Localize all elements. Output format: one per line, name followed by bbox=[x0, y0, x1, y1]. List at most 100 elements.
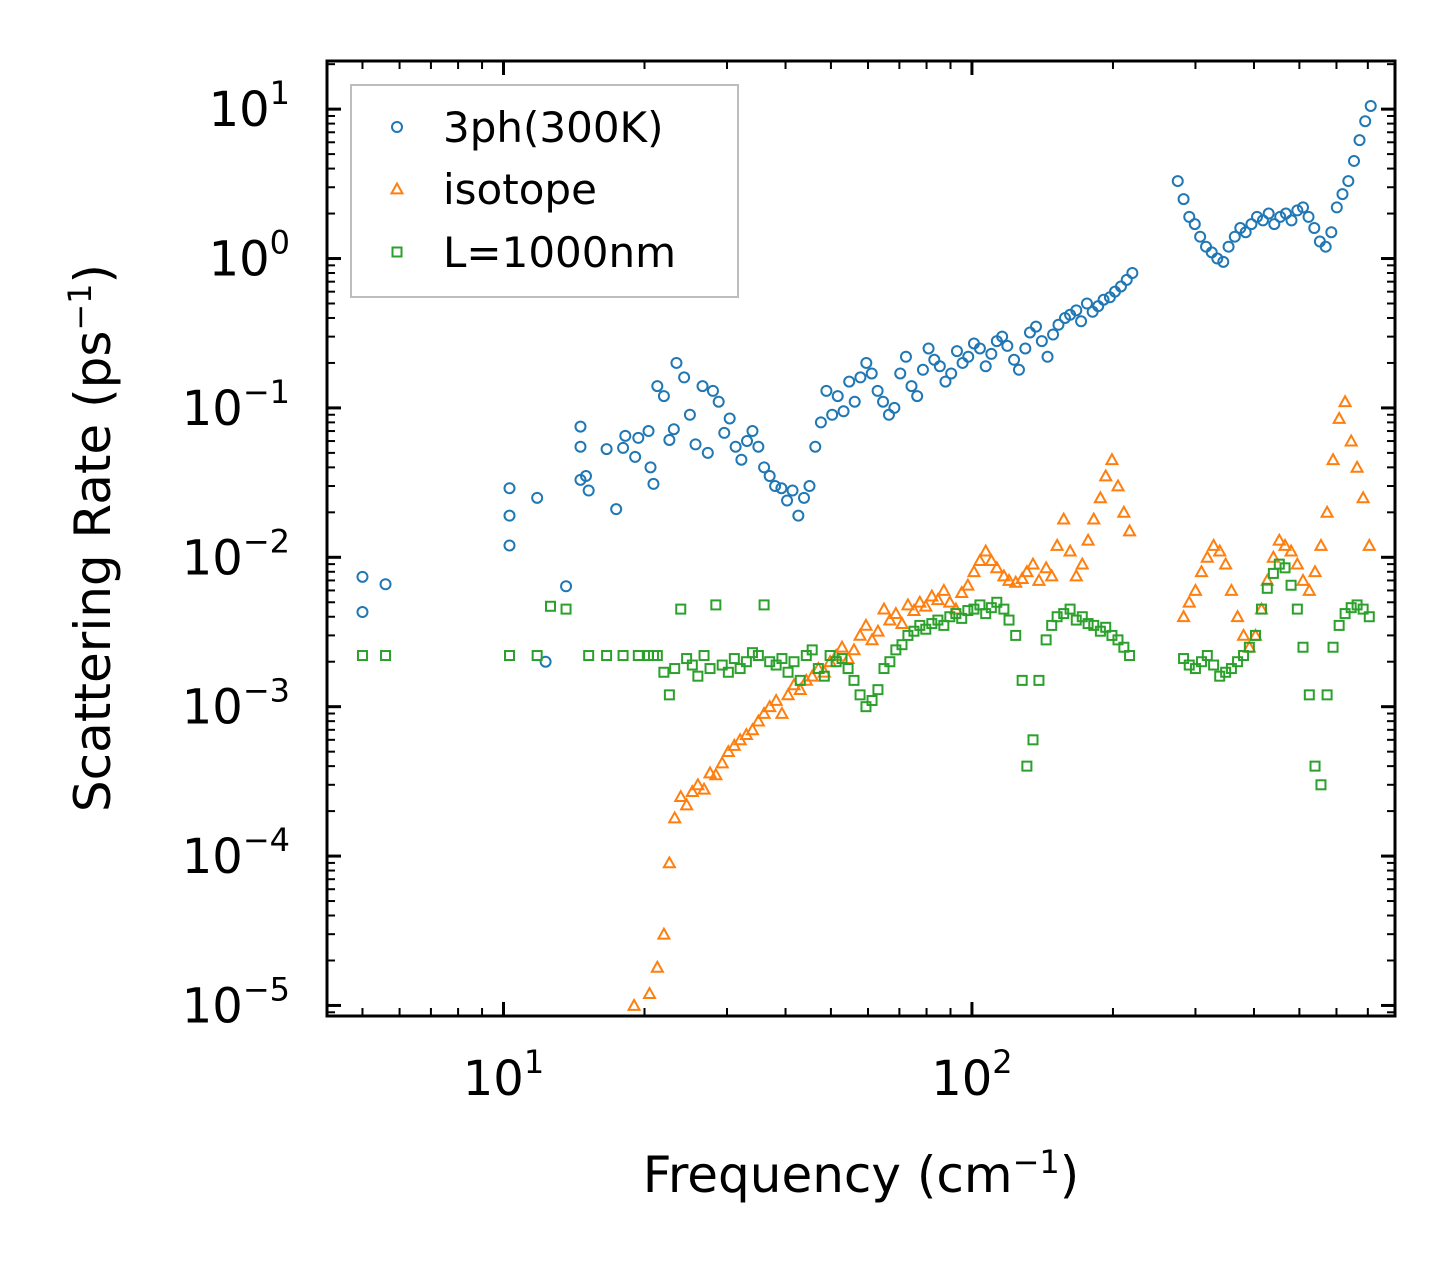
data-point bbox=[1251, 210, 1264, 223]
data-point bbox=[1033, 674, 1045, 686]
data-point bbox=[610, 503, 623, 516]
data-point bbox=[1250, 629, 1262, 641]
data-point bbox=[1188, 582, 1203, 596]
data-point bbox=[678, 371, 691, 384]
y-tick-label: 10−5 bbox=[182, 970, 290, 1034]
data-point bbox=[601, 650, 613, 662]
data-point bbox=[1321, 689, 1333, 701]
data-point bbox=[1200, 549, 1215, 563]
data-point bbox=[503, 539, 516, 552]
data-point bbox=[820, 384, 833, 397]
data-point bbox=[531, 650, 543, 662]
data-point bbox=[741, 435, 754, 448]
data-point bbox=[758, 461, 771, 474]
data-point bbox=[667, 423, 680, 436]
data-point bbox=[708, 767, 724, 781]
legend-box bbox=[350, 84, 739, 298]
data-point bbox=[985, 347, 998, 360]
data-point bbox=[770, 659, 782, 671]
data-point bbox=[531, 491, 544, 504]
data-point bbox=[1110, 478, 1126, 492]
data-point bbox=[922, 342, 935, 355]
data-point bbox=[1267, 567, 1279, 579]
data-point bbox=[1218, 556, 1233, 570]
series-0 bbox=[356, 99, 1377, 668]
data-point bbox=[656, 926, 672, 940]
data-point bbox=[746, 425, 759, 438]
data-point bbox=[1195, 656, 1207, 668]
data-point bbox=[745, 722, 760, 736]
data-point bbox=[758, 599, 770, 611]
data-point bbox=[752, 440, 765, 453]
data-point bbox=[735, 453, 748, 466]
data-point bbox=[782, 666, 794, 678]
data-point bbox=[644, 461, 657, 474]
data-point bbox=[1230, 609, 1245, 623]
data-point bbox=[860, 701, 872, 713]
data-point bbox=[679, 797, 694, 811]
data-point bbox=[996, 568, 1012, 582]
data-point bbox=[842, 663, 854, 675]
data-point bbox=[1027, 734, 1039, 746]
data-point bbox=[800, 650, 812, 662]
data-point bbox=[1062, 543, 1078, 557]
data-point bbox=[1297, 641, 1309, 653]
data-point bbox=[1260, 572, 1275, 586]
data-point bbox=[734, 663, 746, 675]
y-tick-label: 10−4 bbox=[182, 821, 290, 885]
data-point bbox=[723, 412, 736, 425]
legend-marker bbox=[391, 246, 403, 258]
data-point bbox=[950, 345, 963, 358]
data-point bbox=[1285, 579, 1297, 591]
data-point bbox=[1040, 634, 1052, 646]
data-point bbox=[1116, 504, 1132, 518]
data-point bbox=[1283, 543, 1299, 557]
x-tick-label: 102 bbox=[931, 1043, 1012, 1107]
data-point bbox=[1118, 641, 1130, 653]
data-point bbox=[888, 606, 904, 619]
data-point bbox=[1122, 523, 1137, 537]
data-point bbox=[1297, 201, 1310, 214]
data-point bbox=[1124, 650, 1136, 662]
data-point bbox=[1362, 537, 1377, 551]
data-point bbox=[1019, 564, 1035, 578]
data-point bbox=[769, 480, 782, 493]
data-point bbox=[872, 684, 884, 696]
data-point bbox=[663, 689, 675, 701]
data-point bbox=[877, 395, 890, 408]
data-point bbox=[1008, 353, 1021, 366]
data-point bbox=[956, 612, 968, 624]
data-point bbox=[1208, 659, 1220, 671]
data-point bbox=[1014, 571, 1030, 585]
y-tick-label: 10−2 bbox=[182, 522, 290, 586]
data-point bbox=[1178, 653, 1190, 665]
data-point bbox=[831, 390, 844, 403]
data-point bbox=[865, 367, 878, 380]
data-point bbox=[894, 616, 910, 629]
data-point bbox=[768, 692, 784, 706]
data-point bbox=[600, 443, 613, 456]
data-point bbox=[1069, 568, 1084, 582]
data-point bbox=[669, 663, 681, 675]
data-point bbox=[1238, 650, 1250, 662]
data-point bbox=[933, 360, 946, 373]
data-point bbox=[1333, 619, 1345, 631]
y-tick-label: 101 bbox=[209, 74, 290, 138]
data-point bbox=[651, 380, 664, 393]
data-point bbox=[1222, 240, 1235, 253]
data-point bbox=[830, 656, 842, 668]
data-point bbox=[683, 408, 696, 421]
data-point bbox=[945, 367, 958, 380]
data-point bbox=[1217, 255, 1230, 268]
data-point bbox=[560, 580, 573, 593]
data-point bbox=[1188, 218, 1201, 231]
data-point bbox=[1088, 619, 1100, 631]
data-point bbox=[998, 603, 1010, 615]
data-point bbox=[690, 777, 706, 791]
data-point bbox=[960, 577, 976, 591]
data-point bbox=[647, 477, 660, 490]
data-point bbox=[1126, 266, 1139, 279]
data-point bbox=[852, 627, 868, 641]
x-axis-title: Frequency (cm−1) bbox=[643, 1143, 1080, 1204]
data-point bbox=[916, 363, 929, 376]
